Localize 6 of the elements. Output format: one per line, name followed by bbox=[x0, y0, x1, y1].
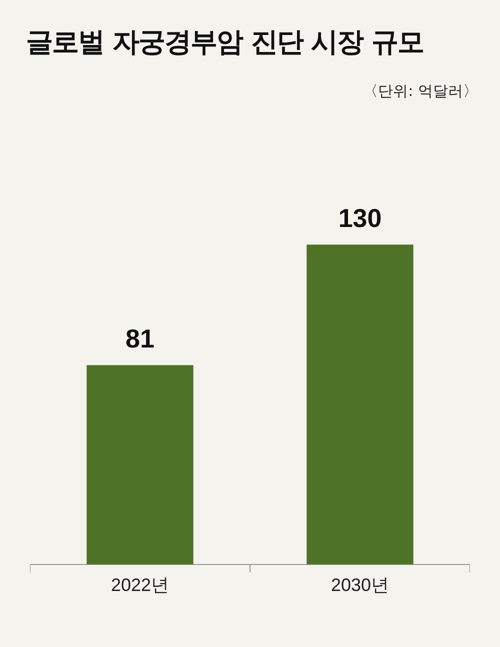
chart-title: 글로벌 자궁경부암 진단 시장 규모 bbox=[26, 26, 424, 60]
x-tick-label: 2022년 bbox=[110, 575, 170, 596]
data-label: 81 bbox=[126, 323, 154, 354]
data-label: 130 bbox=[338, 202, 382, 233]
chart-subtitle: 〈단위: 억달러〉 bbox=[363, 82, 478, 101]
x-tick-label: 2030년 bbox=[330, 575, 390, 596]
